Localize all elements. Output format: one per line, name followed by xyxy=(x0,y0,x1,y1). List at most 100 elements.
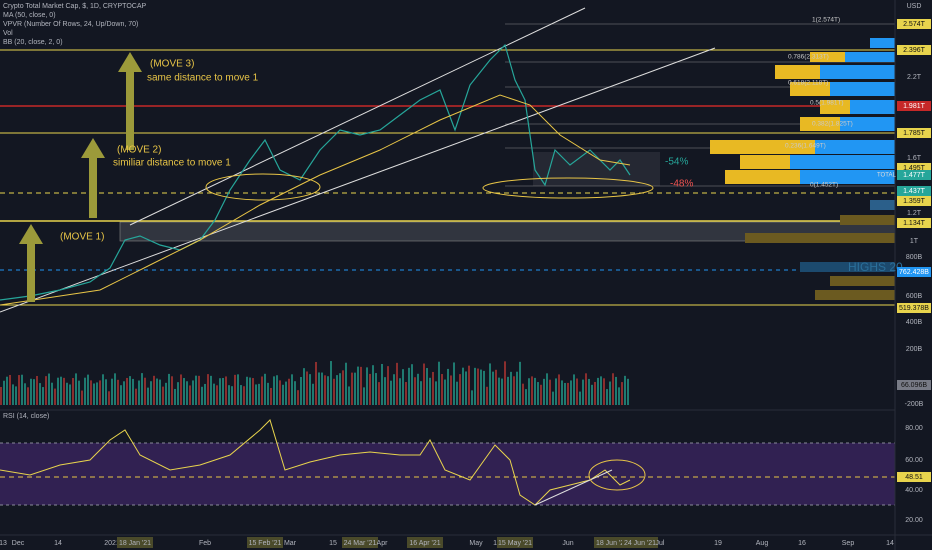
volume-bar xyxy=(123,381,125,405)
volume-bar xyxy=(522,383,524,405)
price-badge xyxy=(897,45,931,55)
volume-bar xyxy=(81,390,83,405)
volume-bar xyxy=(54,388,56,405)
fib-label: 0.5(1.981T) xyxy=(810,100,844,107)
volume-bar xyxy=(174,388,176,405)
price-label: 400B xyxy=(906,319,923,326)
volume-bar xyxy=(606,389,608,405)
volume-bar xyxy=(357,366,359,405)
volume-bar xyxy=(51,382,53,405)
volume-bar xyxy=(291,374,293,405)
volume-bar xyxy=(108,391,110,405)
volume-bar xyxy=(255,384,257,405)
time-label: 18 Jun '21 xyxy=(596,540,628,547)
rsi-axis-label: 40.00 xyxy=(905,487,923,494)
volume-bar xyxy=(405,382,407,405)
volume-bar xyxy=(111,378,113,405)
annotation: (MOVE 3) xyxy=(150,59,194,70)
volume-bar xyxy=(375,373,377,405)
ma-line xyxy=(0,94,631,306)
volume-bar xyxy=(516,371,518,405)
price-label: 2.2T xyxy=(907,74,922,81)
time-label: 16 xyxy=(798,540,806,547)
volume-bar xyxy=(489,363,491,405)
price-label: 762.428B xyxy=(899,269,929,276)
volume-bar xyxy=(30,378,32,405)
legend-entry: Crypto Total Market Cap, $, 1D, CRYPTOCA… xyxy=(3,3,146,10)
annotation: HIGHS 20 xyxy=(848,260,903,274)
volume-bar xyxy=(264,373,266,405)
channel-line xyxy=(129,7,586,226)
price-label: 1.477T xyxy=(903,172,926,179)
volume-bar xyxy=(570,380,572,405)
volume-bar xyxy=(588,378,590,405)
volume-bar xyxy=(24,383,26,405)
time-label: 14 xyxy=(54,540,62,547)
price-label: 200B xyxy=(906,346,923,353)
volume-bar xyxy=(222,377,224,405)
volume-bar xyxy=(543,378,545,405)
volume-bar xyxy=(210,375,212,405)
volume-bar xyxy=(471,390,473,405)
volume-bar xyxy=(384,377,386,405)
volume-bar xyxy=(447,368,449,405)
volume-bar xyxy=(603,378,605,405)
volume-bar xyxy=(546,373,548,405)
volume-bar xyxy=(621,382,623,405)
volume-bar xyxy=(93,383,95,405)
volume-bar xyxy=(228,385,230,405)
price-label: -200B xyxy=(905,401,924,408)
rsi-axis-label: 20.00 xyxy=(905,517,923,524)
volume-bar xyxy=(120,385,122,405)
rsi-axis-label: 60.00 xyxy=(905,457,923,464)
ellipse xyxy=(205,173,321,201)
time-badge xyxy=(247,537,283,548)
volume-bar xyxy=(21,374,23,405)
volume-bar xyxy=(276,375,278,405)
volume-bar xyxy=(450,375,452,405)
time-label: May xyxy=(469,540,483,547)
volume-bar xyxy=(510,371,512,405)
volume-bar xyxy=(381,363,383,405)
volume-bar xyxy=(342,370,344,405)
volume-bar xyxy=(591,384,593,405)
volume-bar xyxy=(57,377,59,405)
price-label: 1.134T xyxy=(903,220,926,227)
price-path xyxy=(0,43,631,301)
volume-bar xyxy=(330,361,332,405)
time-label: Jun xyxy=(562,540,573,547)
time-label: 18 Jan '21 xyxy=(119,540,151,547)
volume-bar xyxy=(462,367,464,405)
time-label: 15 May '21 xyxy=(498,540,532,547)
price-label: 1.437T xyxy=(903,188,926,195)
volume-bar xyxy=(519,361,521,405)
price-badge xyxy=(897,170,931,180)
annotation: -54% xyxy=(665,157,688,168)
volume-bar xyxy=(162,386,164,405)
volume-bar xyxy=(585,373,587,405)
volume-bar xyxy=(558,374,560,405)
volume-bar xyxy=(171,376,173,405)
volume-bar xyxy=(456,381,458,405)
time-label: Aug xyxy=(756,540,769,547)
volume-bar xyxy=(444,379,446,405)
volume-bar xyxy=(180,374,182,405)
volume-bar xyxy=(360,366,362,405)
time-badge xyxy=(622,537,658,548)
volume-bar xyxy=(609,381,611,405)
volume-bar xyxy=(420,381,422,405)
volume-bar xyxy=(270,387,272,405)
volume-bar xyxy=(285,381,287,405)
fib-label: 0.236(1.649T) xyxy=(785,143,826,150)
price-label: 600B xyxy=(906,293,923,300)
volume-bar xyxy=(366,367,368,405)
annotation: (MOVE 2) xyxy=(117,145,161,156)
volume-bar xyxy=(189,385,191,405)
legend-entry: MA (50, close, 0) xyxy=(3,12,56,19)
volume-bar xyxy=(390,380,392,405)
price-label: 519.378B xyxy=(899,305,929,312)
volume-bar xyxy=(480,369,482,405)
price-label: 1.495T xyxy=(903,165,926,172)
fib-label: 0.382(1.825T) xyxy=(812,121,853,128)
volume-bar xyxy=(102,374,104,405)
